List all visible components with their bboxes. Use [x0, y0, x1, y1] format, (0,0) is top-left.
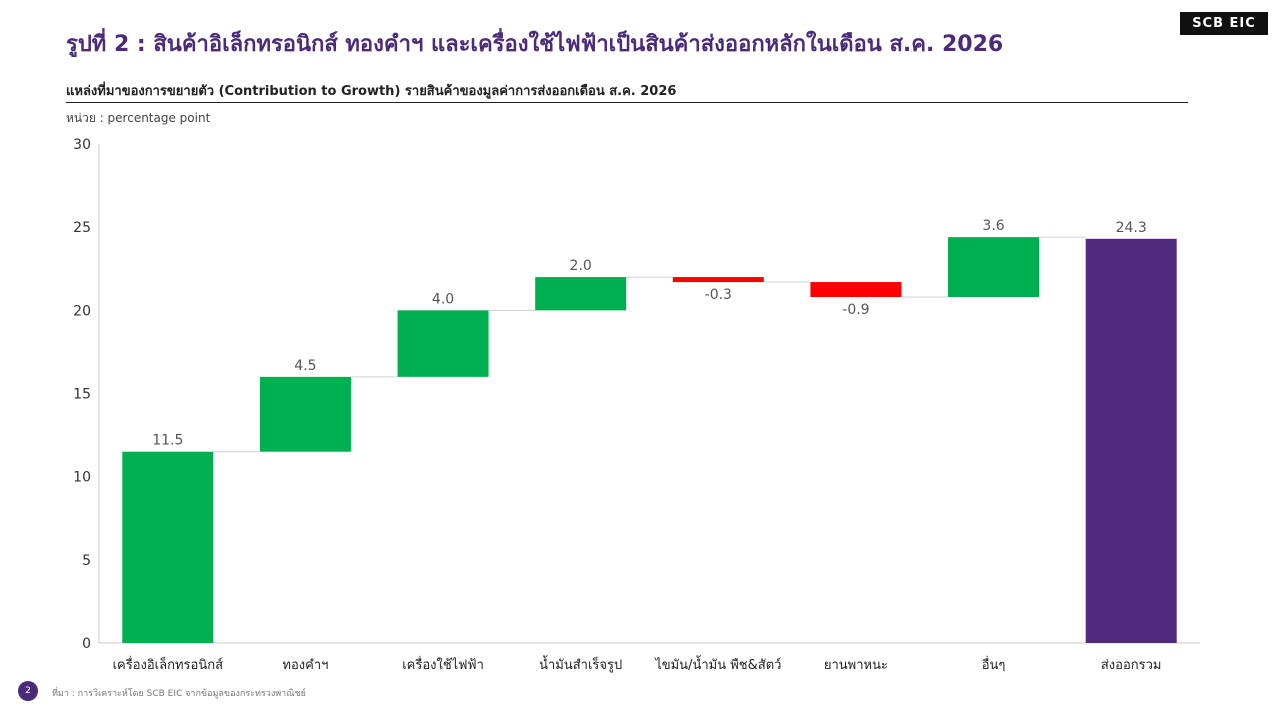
- data-label: -0.9: [842, 302, 869, 318]
- waterfall-bar: [1085, 238, 1177, 643]
- scb-eic-logo: SCB EIC: [1180, 12, 1268, 35]
- category-label: อื่นๆ: [982, 656, 1006, 673]
- y-tick-label: 5: [82, 553, 91, 569]
- y-tick-label: 0: [82, 636, 91, 652]
- source-footnote: ที่มา : การวิเคราะห์โดย SCB EIC จากข้อมู…: [52, 689, 306, 699]
- category-label: ยานพาหนะ: [824, 658, 888, 673]
- data-label: 2.0: [570, 258, 592, 274]
- data-label: 4.5: [294, 358, 316, 374]
- waterfall-bar: [535, 277, 627, 311]
- page-title: รูปที่ 2 : สินค้าอิเล็กทรอนิกส์ ทองคำฯ แ…: [66, 32, 1004, 57]
- category-label: เครื่องอิเล็กทรอนิกส์: [113, 655, 223, 673]
- y-tick-label: 30: [73, 137, 91, 153]
- chart-subtitle: แหล่งที่มาของการขยายตัว (Contribution to…: [66, 84, 677, 99]
- category-label: ส่งออกรวม: [1101, 658, 1162, 673]
- data-label: 24.3: [1116, 220, 1147, 236]
- y-tick-label: 15: [73, 387, 91, 403]
- y-tick-label: 10: [73, 470, 91, 486]
- waterfall-bar: [122, 451, 214, 643]
- data-label: -0.3: [705, 287, 732, 303]
- waterfall-bar: [948, 237, 1040, 298]
- data-label: 11.5: [152, 433, 183, 449]
- waterfall-bar: [259, 376, 351, 452]
- category-label: น้ำมันสำเร็จรูป: [539, 655, 622, 673]
- category-label: ไขมัน/น้ำมัน พืช&สัตว์: [654, 655, 781, 673]
- category-label: เครื่องใช้ไฟฟ้า: [402, 656, 484, 673]
- y-tick-label: 25: [73, 220, 91, 236]
- page-number-badge: 2: [18, 681, 38, 701]
- waterfall-bar: [672, 277, 764, 283]
- waterfall-bar: [397, 310, 489, 377]
- waterfall-bar: [810, 282, 902, 298]
- unit-label: หน่วย : percentage point: [66, 111, 211, 125]
- data-label: 4.0: [432, 291, 454, 307]
- data-label: 3.6: [982, 218, 1004, 234]
- y-tick-label: 20: [73, 303, 91, 319]
- category-label: ทองคำฯ: [282, 658, 328, 673]
- subtitle-divider: [66, 102, 1188, 103]
